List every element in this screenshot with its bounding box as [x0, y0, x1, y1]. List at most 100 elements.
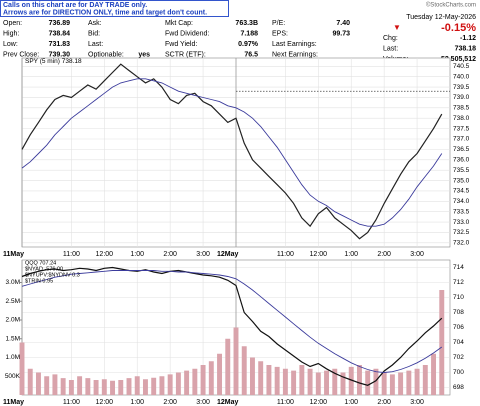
quote-label: Open: — [3, 20, 22, 27]
quote-label: Next Earnings: — [272, 51, 318, 58]
volume-bar — [414, 368, 420, 395]
volume-bar — [142, 379, 148, 395]
volume-bar — [110, 380, 116, 395]
y2-tick-label: 1.0M — [6, 354, 20, 361]
volume-bar — [381, 372, 387, 395]
volume-bar — [348, 366, 354, 395]
x-tick-label: 2:00 — [377, 251, 391, 258]
volume-bar — [233, 327, 239, 395]
x-tick-label: 2:00 — [377, 399, 391, 406]
volume-bar — [101, 379, 107, 395]
price-line — [21, 266, 443, 386]
volume-bar — [68, 380, 74, 395]
quote-label: Optionable: — [88, 51, 124, 58]
volume-bar — [208, 361, 214, 395]
x-tick-label: 1:00 — [130, 251, 144, 258]
y-tick-label: 739.0 — [453, 94, 470, 101]
y-tick-label: 735.0 — [453, 177, 470, 184]
y-tick-label: 732.0 — [453, 240, 470, 247]
y-tick-label: 700 — [453, 369, 464, 376]
volume-bar — [35, 372, 41, 395]
volume-bar — [60, 378, 66, 395]
quote-value: 0.97% — [238, 41, 259, 48]
volume-bar — [175, 372, 181, 395]
y-tick-label: 739.5 — [453, 84, 470, 91]
volume-bar — [52, 374, 58, 395]
volume-bar — [93, 380, 99, 395]
summary-label: Last: — [383, 45, 398, 52]
y-tick-label: 732.5 — [453, 229, 470, 236]
quote-label: Low: — [3, 41, 18, 48]
y-tick-label: 704 — [453, 339, 464, 346]
volume-bar — [431, 353, 437, 395]
y-tick-label: 740.0 — [453, 73, 470, 80]
x-tick-label: 12May — [217, 399, 239, 406]
quote-value: 736.89 — [49, 20, 71, 27]
x-tick-label: 3:00 — [410, 399, 424, 406]
note: Arrows are for DIRECTION ONLY, time and … — [3, 9, 207, 16]
quote-value: 76.5 — [244, 51, 258, 58]
y2-tick-label: 2.0M — [6, 317, 20, 324]
quote-label: Mkt Cap: — [165, 20, 193, 27]
date: Tuesday 12-May-2026 — [406, 14, 476, 21]
quote-label: Ask: — [88, 20, 102, 27]
x-tick-label: 12:00 — [96, 251, 114, 258]
y2-tick-label: 2.5M — [6, 298, 20, 305]
y-tick-label: 714 — [453, 264, 464, 271]
x-tick-label: 3:00 — [410, 251, 424, 258]
y-tick-label: 737.5 — [453, 125, 470, 132]
volume-bar — [332, 368, 338, 395]
volume-bar — [282, 368, 288, 395]
y2-tick-label: 500K — [5, 373, 21, 380]
quote-label: EPS: — [272, 30, 288, 37]
volume-bar — [44, 376, 50, 395]
x-tick-label: 11:00 — [277, 251, 294, 258]
quote-value: 7.188 — [240, 30, 258, 37]
y-tick-label: 738.0 — [453, 115, 470, 122]
volume-bar — [315, 372, 321, 395]
volume-bar — [389, 374, 395, 395]
volume-bar — [77, 376, 83, 395]
volume-bar — [373, 368, 379, 395]
quote-label: Last Earnings: — [272, 41, 317, 48]
volume-bar — [19, 342, 25, 395]
volume-bar — [266, 365, 272, 395]
volume-bar — [307, 368, 313, 395]
volume-bar — [422, 365, 428, 395]
x-tick-label: 1:00 — [344, 399, 358, 406]
quote-value: 99.73 — [332, 30, 350, 37]
y-tick-label: 706 — [453, 324, 464, 331]
quote-label: Prev Close: — [3, 51, 39, 58]
volume-bar — [200, 365, 206, 395]
quote-label: Fwd Dividend: — [165, 30, 209, 37]
volume-bar — [192, 368, 198, 395]
volume-bar — [167, 374, 173, 395]
y-tick-label: 737.0 — [453, 136, 470, 143]
volume-bar — [299, 365, 305, 395]
y2-tick-label: 1.5M — [6, 335, 20, 342]
legend: $NYUPV:$NYDNV 0.3 — [25, 272, 80, 278]
volume-bar — [340, 372, 346, 395]
quote-label: Bid: — [88, 30, 100, 37]
quote-value: 763.3B — [235, 20, 258, 27]
x-tick-label: 11:00 — [63, 251, 80, 258]
x-tick-label: 3:00 — [196, 399, 210, 406]
x-tick-label: 1:00 — [344, 251, 358, 258]
watermark: ©StockCharts.com — [426, 2, 476, 9]
y-tick-label: 738.5 — [453, 105, 470, 112]
quote-value: 738.84 — [49, 30, 71, 37]
y-tick-label: 698 — [453, 384, 464, 391]
legend: $TRIN 0.95 — [25, 278, 53, 284]
volume-bar — [439, 290, 445, 395]
x-tick-label: 12:00 — [310, 251, 328, 258]
volume-bar — [258, 361, 264, 395]
note: Calls on this chart are for DAY TRADE on… — [3, 2, 147, 9]
x-tick-label: 12May — [217, 251, 239, 258]
volume-bar — [225, 338, 231, 395]
x-tick-label: 1:00 — [130, 399, 144, 406]
volume-bar — [398, 372, 404, 395]
y-tick-label: 733.0 — [453, 219, 470, 226]
volume-bar — [356, 365, 362, 395]
volume-bar — [324, 370, 330, 395]
y-tick-label: 734.0 — [453, 198, 470, 205]
